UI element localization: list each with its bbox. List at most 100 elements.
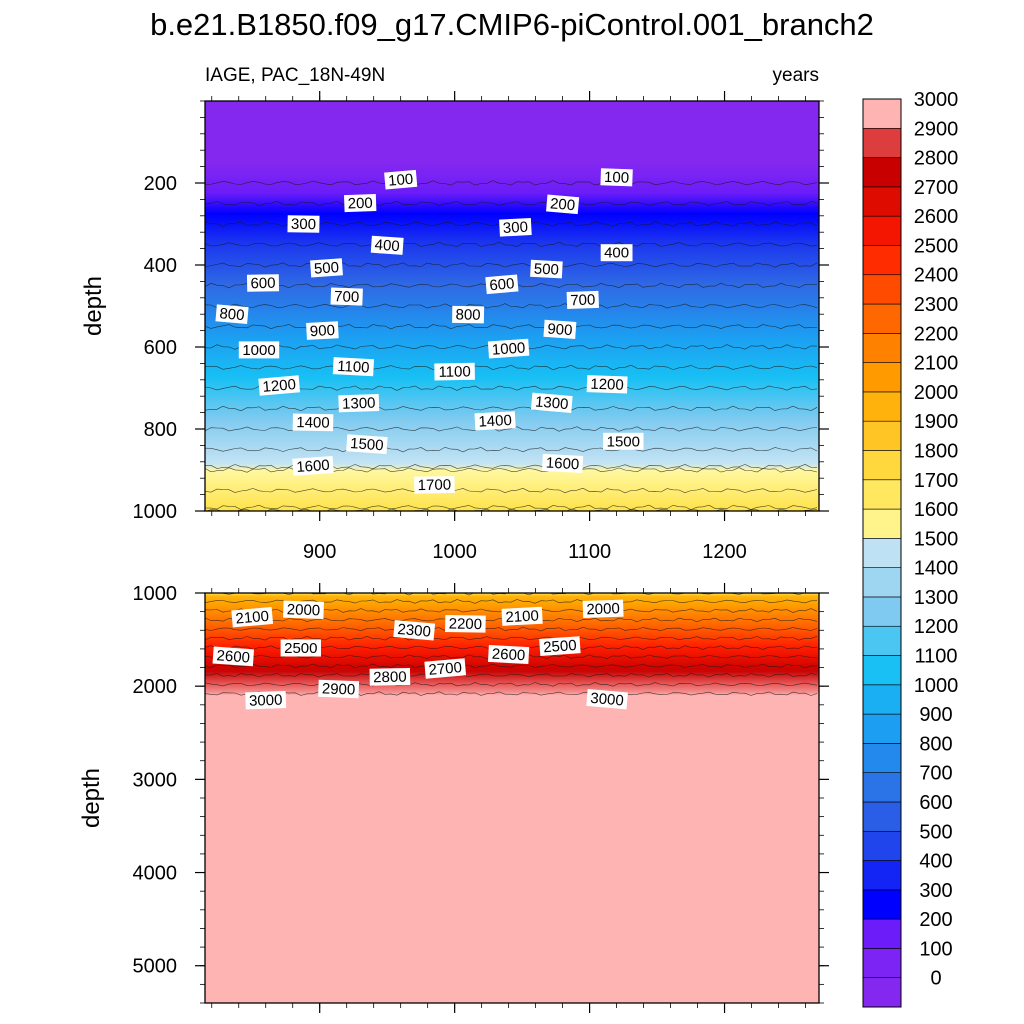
colorbar-box <box>862 303 902 334</box>
colorbar-label: 400 <box>919 851 952 873</box>
colorbar-box <box>862 889 902 920</box>
contour-label-text: 100 <box>388 171 414 190</box>
chart-subtitle-right: years <box>773 65 819 86</box>
contour-label-text: 1100 <box>337 358 370 377</box>
contour-label: 2100 <box>231 606 274 628</box>
y-tick-label: 2000 <box>133 676 178 698</box>
contour-label-text: 400 <box>374 236 400 255</box>
contour-label-box <box>501 606 543 626</box>
colorbar-box <box>862 508 902 539</box>
contour-label-box <box>541 453 584 473</box>
colorbar-label: 0 <box>930 968 941 990</box>
contour-label-box <box>330 287 363 306</box>
upper-panel: 100 100 200 200 300 300 400 400 500 500 600 600 700 7… <box>80 91 829 563</box>
contour-label-text: 1500 <box>607 433 640 450</box>
colorbar-box <box>862 918 902 949</box>
colorbar-box <box>862 772 902 803</box>
contour-line <box>205 508 818 511</box>
contour-line <box>205 200 818 207</box>
y-tick-label: 5000 <box>133 956 178 978</box>
colorbar-box <box>862 362 902 393</box>
contour-label-box <box>582 599 624 618</box>
colorbar-box <box>862 860 902 891</box>
colorbar-label: 1500 <box>914 528 959 550</box>
contour-label-box <box>414 475 455 494</box>
contour-label-text: 300 <box>502 219 528 237</box>
contour-label-box <box>603 432 644 450</box>
chart-subtitle-left: IAGE, PAC_18N-49N <box>205 65 385 86</box>
contour-label: 1000 <box>487 338 530 359</box>
y-tick-label: 400 <box>144 255 177 277</box>
contour-label: 900 <box>543 319 577 340</box>
contour-label-box <box>306 321 339 340</box>
contour-label-box <box>487 338 530 359</box>
colorbar-frame <box>862 98 902 1008</box>
contour-label-box <box>215 304 249 325</box>
contour-label: 1300 <box>338 394 380 413</box>
upper-axes: 200 400 600 800 1000 900 1000 1100 1200 <box>133 91 829 563</box>
y-tick-label: 3000 <box>133 769 178 791</box>
contour-label: 1500 <box>603 432 644 450</box>
contour-label: 100 <box>384 169 418 190</box>
contour-label-text: 2100 <box>235 608 270 628</box>
contour-label-text: 2500 <box>543 637 577 656</box>
contour-line <box>205 504 818 511</box>
x-tick-label: 1200 <box>702 541 747 563</box>
contour-line <box>205 385 818 391</box>
contour-line <box>205 487 818 494</box>
contour-label-text: 2700 <box>428 659 463 679</box>
contour-label-text: 700 <box>570 291 596 309</box>
contour-label: 3000 <box>245 691 287 710</box>
contour-label: 200 <box>344 194 377 213</box>
contour-label: 800 <box>452 305 485 324</box>
contour-label-text: 1200 <box>262 376 297 396</box>
contour-label-box <box>530 259 563 279</box>
contour-label: 200 <box>546 194 580 214</box>
contour-label-box <box>332 357 375 377</box>
contour-label: 700 <box>566 290 599 309</box>
colorbar-label: 200 <box>919 909 952 931</box>
contour-label-text: 500 <box>313 259 339 278</box>
contour-label: 300 <box>287 215 320 233</box>
colorbar-box <box>862 801 902 832</box>
contour-label: 2800 <box>369 668 411 686</box>
contour-label-text: 1200 <box>590 376 624 394</box>
colorbar: 0 100 200 300 400 500 600 700 800 900 1000 1100 1200… <box>862 89 959 1008</box>
colorbar-box <box>862 538 902 568</box>
colorbar-box <box>862 274 902 305</box>
contour-label: 1300 <box>530 392 573 414</box>
contour-label-text: 2200 <box>449 616 483 634</box>
colorbar-box <box>862 743 902 773</box>
upper-frame <box>204 100 820 512</box>
colorbar-label: 100 <box>919 938 952 960</box>
contour-label-text: 2000 <box>586 600 620 618</box>
contour-label-text: 300 <box>291 216 316 233</box>
y-tick-label: 1000 <box>133 583 178 605</box>
contour-label-text: 1100 <box>438 363 471 381</box>
y-tick-label: 800 <box>144 419 177 441</box>
contour-label-box <box>539 636 581 656</box>
contour-label-box <box>600 244 633 262</box>
contour-label-box <box>530 392 573 414</box>
colorbar-box <box>862 215 902 246</box>
x-tick-label: 1000 <box>432 541 477 563</box>
contour-label-box <box>452 305 485 324</box>
upper-y-axis-label: depth <box>80 276 107 336</box>
contour-label: 800 <box>215 304 249 325</box>
colorbar-label: 2800 <box>914 148 959 170</box>
contour-label: 600 <box>246 274 280 292</box>
contour-label-text: 900 <box>547 321 573 340</box>
contour-label-text: 2900 <box>322 680 356 698</box>
colorbar-box <box>862 684 902 715</box>
lower-panel: 2100 2000 2000 2300 2200 2100 2600 2500 2500 2600… <box>78 583 829 1013</box>
contour-label-box <box>485 274 519 295</box>
colorbar-label: 2100 <box>914 353 959 375</box>
colorbar-label: 2500 <box>914 236 959 258</box>
contour-label-box <box>370 235 404 255</box>
contour-label-box <box>474 411 516 431</box>
colorbar-label: 1700 <box>914 470 959 492</box>
contour-label-text: 2600 <box>216 647 250 666</box>
contour-label: 2000 <box>582 599 624 618</box>
contour-label: 2000 <box>283 600 324 619</box>
contour-label-box <box>346 434 388 455</box>
